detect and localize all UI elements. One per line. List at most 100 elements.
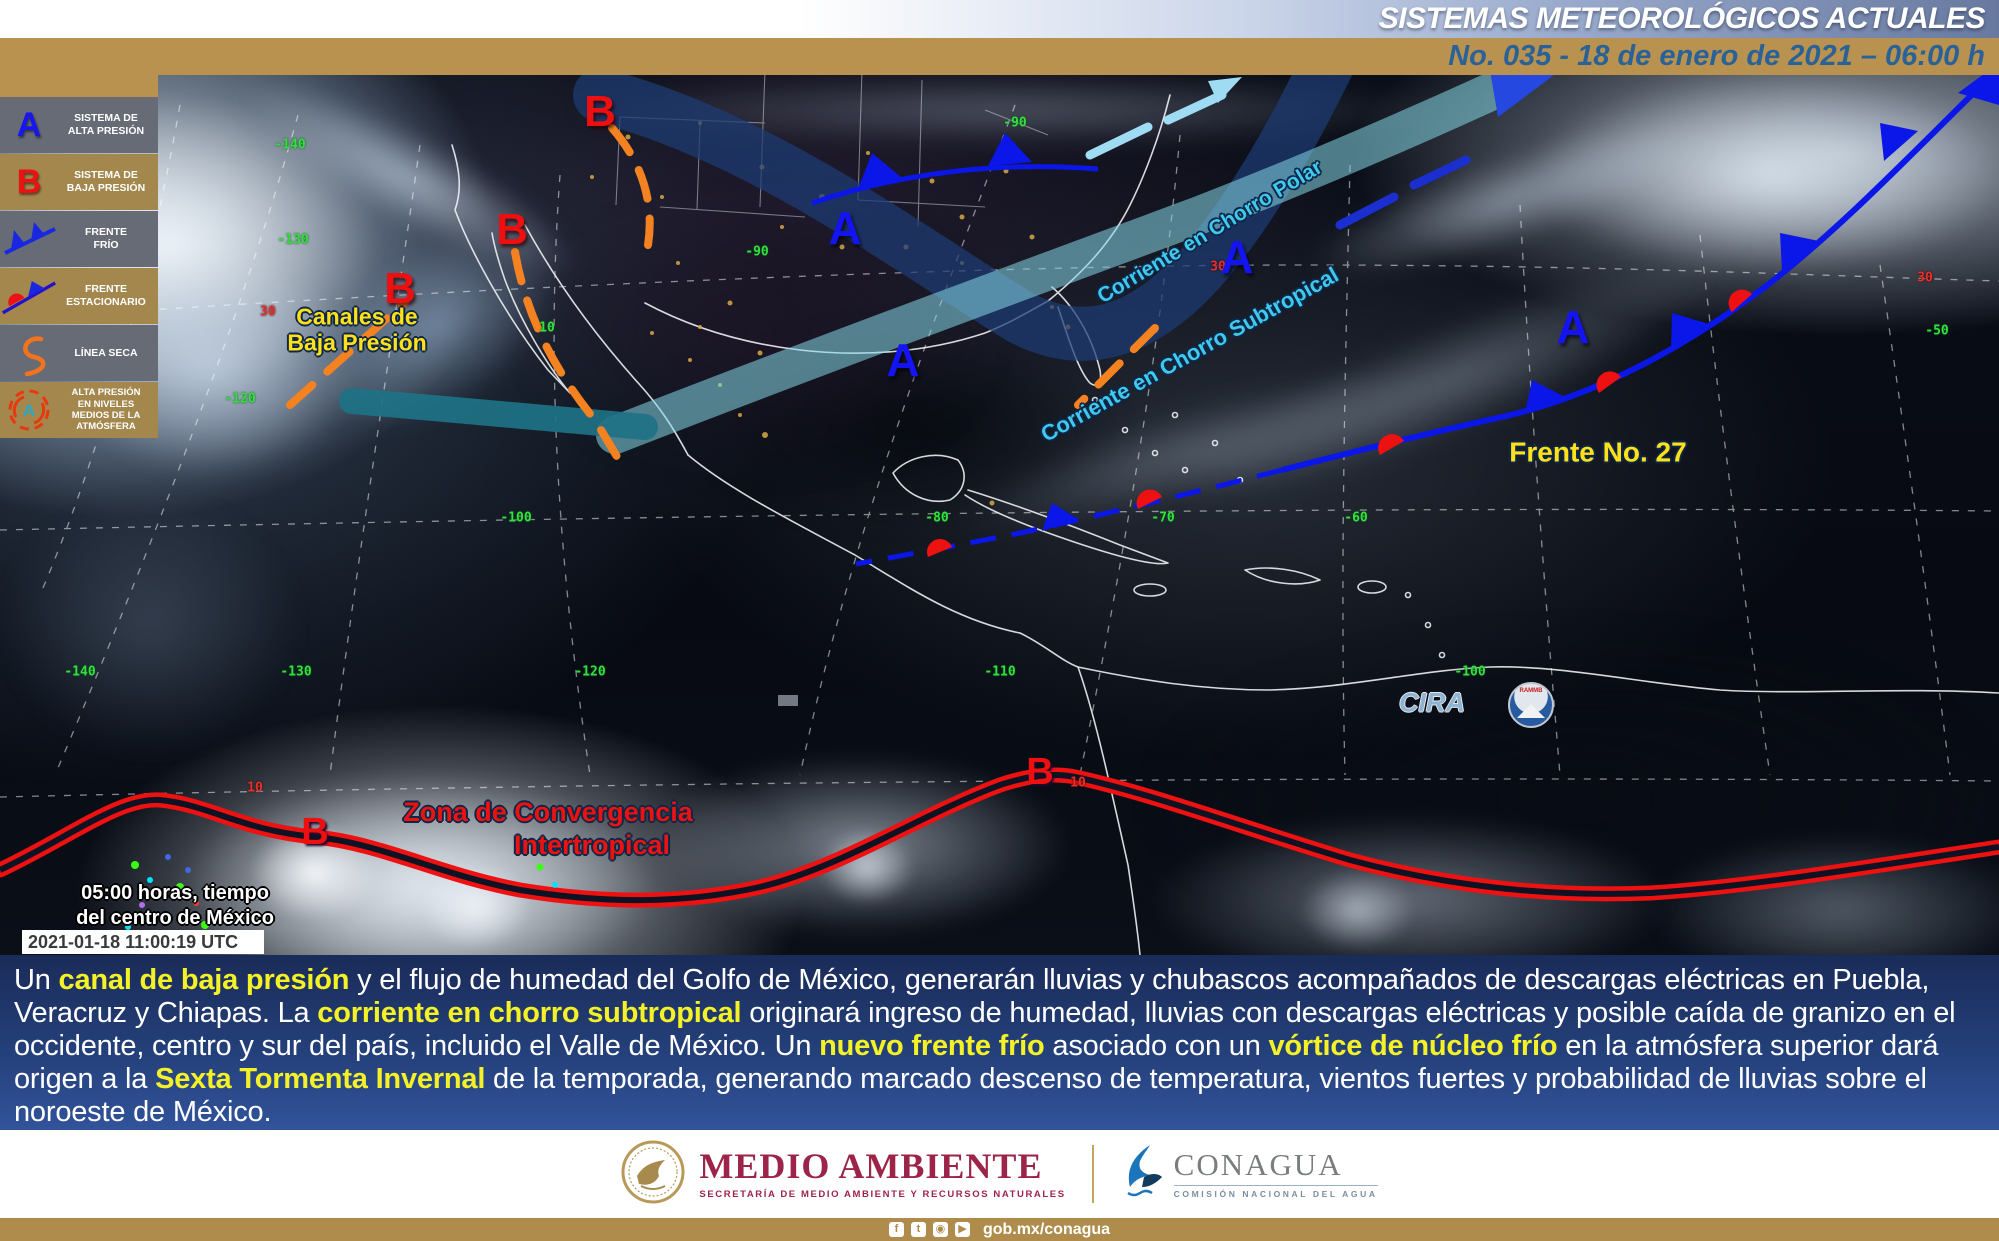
text-segment: de la temporada, generando marcado desce… <box>14 1063 1927 1128</box>
no-data-patch <box>778 695 798 706</box>
grid-label: 10 <box>1070 775 1086 791</box>
grid-label: -140 <box>64 664 96 680</box>
grid-label: -120 <box>574 664 606 680</box>
grid-label: -140 <box>274 137 306 153</box>
eagle-emblem-icon <box>621 1140 685 1209</box>
legend-label: FRENTE ESTACIONARIO <box>66 283 146 308</box>
highlighted-phrase: nuevo frente frío <box>819 1030 1045 1062</box>
grid-label: -90 <box>745 244 769 260</box>
jet-dashes <box>1335 155 1471 230</box>
convection-cell <box>1300 870 1415 950</box>
satellite-map: Canales de Baja Presión Corriente en Cho… <box>0 75 1999 955</box>
low-pressure-b-icon: B <box>16 162 42 201</box>
logo-divider <box>1091 1145 1094 1203</box>
low-pressure-channels <box>286 124 1159 469</box>
legend-item-high-pressure-a: A SISTEMA DE ALTA PRESIÓN <box>0 97 158 153</box>
mid-level-high-icon: A <box>0 387 58 433</box>
water-swoosh-icon <box>1120 1143 1164 1206</box>
high-pressure-a-icon: A <box>16 105 42 144</box>
grid-label: -60 <box>1344 510 1368 526</box>
cold-front-triangles <box>1042 75 1999 531</box>
front-line-top <box>811 164 1099 206</box>
jet-arrowhead <box>1490 75 1554 117</box>
gobmx-url[interactable]: gob.mx/conagua <box>982 1220 1111 1238</box>
legend-label: ALTA PRESIÓN EN NIVELES MEDIOS DE LA ATM… <box>71 387 141 433</box>
graticule <box>0 104 1999 798</box>
legend-item-dry-line: LÍNEA SECA <box>0 325 158 381</box>
forecast-paragraph: Un canal de baja presión y el flujo de h… <box>14 964 1985 1129</box>
low-pressure-marker: B <box>584 87 616 136</box>
text-segment: originará ingreso de humedad, lluvias co… <box>14 997 1956 1062</box>
grid-label: 30 <box>1917 270 1933 286</box>
canales-label: Canales de Baja Presión <box>287 303 427 355</box>
instagram-icon[interactable]: ◉ <box>932 1222 948 1237</box>
cold-front-icon <box>4 222 56 255</box>
grid-label: -130 <box>277 232 309 248</box>
social-bar: f t ◉ ▶ gob.mx/conagua <box>0 1218 1999 1241</box>
facebook-icon[interactable]: f <box>888 1222 904 1237</box>
grid-label: -120 <box>224 391 256 407</box>
low-pressure-marker: B <box>1026 751 1054 793</box>
mid-level-high-icon <box>8 389 50 431</box>
legend-item-low-pressure-b: B SISTEMA DE BAJA PRESIÓN <box>0 154 158 210</box>
local-time-line2: del centro de México <box>76 906 274 929</box>
conagua-subtitle: COMISIÓN NACIONAL DEL AGUA <box>1173 1185 1378 1199</box>
mountain-icon <box>1517 704 1545 718</box>
legend-item-stationary-front: FRENTE ESTACIONARIO <box>0 268 158 324</box>
legend-item-cold-front: FRENTE FRÍO <box>0 211 158 267</box>
grid-label: -100 <box>1454 664 1486 680</box>
grid-label: -90 <box>1003 115 1027 131</box>
high-pressure-marker: A <box>1556 301 1590 353</box>
itcz-clouds <box>1150 815 1670 955</box>
legend-label: SISTEMA DE ALTA PRESIÓN <box>67 112 145 137</box>
bulletin-number-date: No. 035 - 18 de enero de 2021 – 06:00 h <box>1448 40 1985 72</box>
grid-label: -50 <box>1925 323 1949 339</box>
coastlines <box>451 94 1999 955</box>
semarnat-name: MEDIO AMBIENTE <box>699 1146 1043 1186</box>
cloud-field <box>0 495 300 755</box>
high-pressure-marker: A <box>886 334 920 386</box>
low-pressure-marker: B <box>496 205 528 254</box>
highlighted-phrase: Sexta Tormenta Invernal <box>155 1063 486 1095</box>
utc-timestamp-bar: 2021-01-18 11:00:19 UTC <box>22 930 264 954</box>
highlighted-phrase: canal de baja presión <box>58 964 350 996</box>
semarnat-subtitle: SECRETARÍA DE MEDIO AMBIENTE Y RECURSOS … <box>699 1189 1066 1200</box>
cold-front-triangle <box>988 133 1032 166</box>
grid-label: 10 <box>539 320 555 336</box>
local-time-line1: 05:00 horas, tiempo <box>81 881 269 904</box>
youtube-icon[interactable]: ▶ <box>954 1222 970 1237</box>
grid-label: -70 <box>1151 510 1175 526</box>
low-pressure-channel-band <box>339 388 658 440</box>
stationary-front-icon <box>1 281 57 315</box>
forecast-description: Un canal de baja presión y el flujo de h… <box>0 955 1999 1130</box>
title-bar: SISTEMAS METEOROLÓGICOS ACTUALES <box>0 0 1999 38</box>
jet-chevrons <box>1085 90 1227 160</box>
low-pressure-marker: B <box>384 264 416 313</box>
high-pressure-marker: A <box>1220 231 1254 283</box>
grid-label: -110 <box>984 664 1016 680</box>
stationary-front-semicircles <box>927 289 1752 557</box>
cold-front-icon <box>0 217 58 261</box>
itcz-label-line2: Intertropical <box>513 829 671 860</box>
conagua-logo: CONAGUA COMISIÓN NACIONAL DEL AGUA <box>1120 1143 1378 1206</box>
utc-timestamp: 2021-01-18 11:00:19 UTC <box>28 931 239 952</box>
legend-label: LÍNEA SECA <box>74 346 138 359</box>
cira-logo: CIRA <box>1399 687 1465 718</box>
highlighted-phrase: corriente en chorro subtropical <box>317 997 742 1029</box>
low-pressure-marker: B <box>301 811 329 853</box>
frente-27-label: Frente No. 27 <box>1509 436 1687 468</box>
twitter-icon[interactable]: t <box>910 1222 926 1237</box>
legend-item-mid-level-high: A ALTA PRESIÓN EN NIVELES MEDIOS DE LA AT… <box>0 382 158 438</box>
text-segment: Un <box>14 964 59 996</box>
map-legend: A SISTEMA DE ALTA PRESIÓN B SISTEMA DE BAJA… <box>0 75 158 439</box>
rammb-logo: RAMMB <box>1508 682 1554 728</box>
stationary-front-icon <box>0 274 58 318</box>
grid-label: 30 <box>260 304 276 320</box>
text-segment: en la atmósfera superior dará origen a l… <box>14 1030 1939 1095</box>
subtitle-bar: No. 035 - 18 de enero de 2021 – 06:00 h <box>0 38 1999 75</box>
itcz-label-line1: Zona de Convergencia <box>403 796 693 827</box>
grid-label: -80 <box>925 510 949 526</box>
legend-label: SISTEMA DE BAJA PRESIÓN <box>66 169 146 194</box>
semarnat-logo: MEDIO AMBIENTE SECRETARÍA DE MEDIO AMBIE… <box>621 1140 1065 1209</box>
